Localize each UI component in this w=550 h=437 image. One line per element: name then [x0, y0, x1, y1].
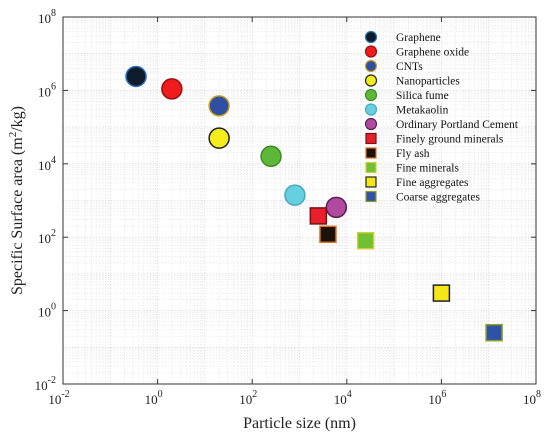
plot-frame — [62, 16, 537, 385]
point-ordinary-portland-cement — [325, 196, 348, 219]
data-points — [125, 65, 503, 342]
x-tick-label: 106 — [428, 389, 446, 407]
point-fine-aggregates — [432, 284, 451, 302]
x-tick-label-base: 10 — [334, 392, 347, 407]
point-cnts — [208, 95, 230, 117]
y-tick-label: 10-2 — [35, 375, 56, 393]
y-tick-label-exponent: 4 — [51, 155, 56, 166]
legend-label: Ordinary Portland Cement — [396, 119, 519, 131]
legend-marker — [364, 74, 378, 87]
x-tick-label-base: 10 — [523, 392, 536, 407]
y-tick-label-base: 10 — [38, 11, 51, 26]
legend-label: Silica fume — [396, 90, 449, 102]
point-fine-minerals — [356, 232, 375, 250]
x-tick-label-base: 10 — [428, 392, 441, 407]
x-tick-label-exponent: 8 — [536, 389, 541, 400]
legend-label: Coarse aggregates — [396, 192, 481, 204]
point-finely-ground-minerals — [309, 207, 328, 225]
x-tick-label-base: 10 — [239, 392, 252, 407]
x-axis-label: Particle size (nm) — [243, 415, 356, 432]
legend-label: Graphene oxide — [396, 47, 469, 59]
point-graphene — [125, 65, 147, 88]
y-tick-label: 106 — [38, 81, 56, 99]
legend-marker — [365, 176, 377, 188]
legend-marker — [364, 59, 378, 73]
x-tick-label-exponent: 0 — [158, 389, 163, 400]
point-graphene-oxide — [161, 78, 183, 100]
x-tick-label: 104 — [334, 389, 352, 407]
y-axis-label-tail: /kg) — [9, 106, 26, 132]
legend: Graphene Graphene oxide CNTs Nanoparticles S… — [364, 30, 519, 204]
x-tick-label-exponent: 6 — [441, 389, 446, 400]
y-tick-label: 104 — [38, 155, 56, 173]
legend-marker — [364, 117, 378, 131]
legend-marker — [365, 147, 377, 159]
x-tick-label-base: 10 — [48, 392, 61, 407]
y-tick-label-base: 10 — [35, 378, 48, 393]
x-tick-label: 108 — [523, 389, 541, 407]
legend-label: Graphene — [396, 32, 441, 44]
grid — [63, 17, 536, 384]
legend-marker — [365, 161, 377, 174]
legend-label: Fly ash — [396, 148, 430, 160]
legend-marker — [364, 30, 378, 44]
legend-marker — [364, 88, 378, 102]
y-axis-label-superscript: 2 — [7, 132, 19, 138]
x-tick-label-exponent: -2 — [61, 389, 69, 400]
axes-box — [62, 16, 537, 385]
x-tick-label: 100 — [145, 389, 163, 407]
legend-label: CNTs — [396, 61, 423, 73]
y-tick-label-exponent: 2 — [51, 228, 56, 239]
point-metakaolin — [284, 184, 306, 206]
y-tick-label: 108 — [38, 8, 56, 26]
y-tick-label-base: 10 — [38, 305, 51, 320]
legend-label: Fine minerals — [396, 163, 459, 175]
y-tick-label-exponent: 0 — [51, 302, 56, 313]
y-tick-label-exponent: 6 — [51, 81, 56, 92]
point-silica-fume — [260, 145, 282, 168]
y-axis-label-main: Specific Surface area (m — [9, 137, 26, 295]
x-tick-label-exponent: 2 — [252, 389, 257, 400]
y-tick-label-base: 10 — [38, 84, 51, 99]
x-tick-label: 10-2 — [48, 389, 69, 407]
x-tick-label-base: 10 — [145, 392, 158, 407]
point-fly-ash — [319, 225, 337, 244]
legend-marker — [364, 45, 378, 58]
legend-marker — [364, 103, 378, 116]
tick-marks — [62, 16, 537, 385]
legend-label: Metakaolin — [396, 105, 449, 117]
y-tick-label-exponent: 8 — [51, 8, 56, 19]
y-tick-label: 100 — [38, 302, 56, 320]
point-coarse-aggregates — [485, 323, 503, 342]
y-tick-label: 102 — [38, 228, 56, 246]
y-tick-label-exponent: -2 — [48, 375, 56, 386]
legend-label: Fine aggregates — [396, 177, 469, 189]
legend-marker — [365, 190, 377, 203]
legend-marker — [365, 132, 377, 145]
point-nanoparticles — [208, 127, 230, 149]
y-tick-label-base: 10 — [38, 158, 51, 173]
legend-label: Nanoparticles — [396, 76, 460, 88]
y-tick-label-base: 10 — [38, 231, 51, 246]
legend-label: Finely ground minerals — [396, 134, 504, 146]
x-tick-label-exponent: 4 — [347, 389, 352, 400]
x-tick-label: 102 — [239, 389, 257, 407]
y-axis-label: Specific Surface area (m2/kg) — [7, 106, 26, 295]
